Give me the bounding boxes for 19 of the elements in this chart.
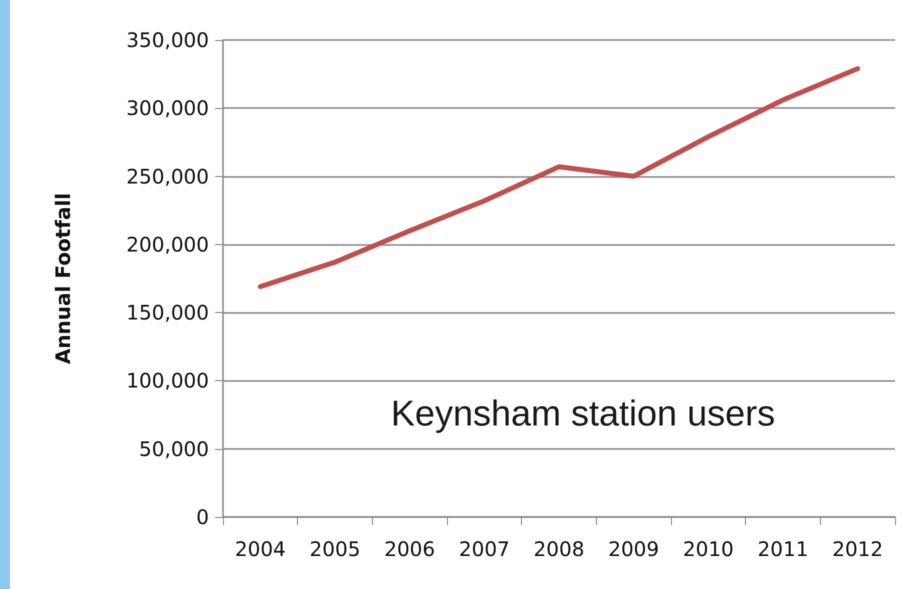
x-tick-label: 2012 — [832, 537, 884, 561]
x-tick-label: 2006 — [384, 537, 436, 561]
x-tick-label: 2009 — [608, 537, 660, 561]
y-tick-label: 300,000 — [126, 96, 209, 120]
y-tick-label: 250,000 — [126, 164, 209, 188]
x-tick-label: 2007 — [458, 537, 510, 561]
x-tick-label: 2004 — [234, 537, 286, 561]
y-tick-label: 350,000 — [126, 28, 209, 52]
y-tick-label: 50,000 — [139, 436, 209, 461]
x-tick-label: 2005 — [310, 537, 360, 561]
x-tick-label: 2011 — [758, 537, 808, 561]
x-tick-label: 2008 — [534, 537, 584, 561]
y-tick-label: 150,000 — [126, 300, 209, 325]
y-tick-label: 100,000 — [126, 368, 209, 393]
y-tick-label: 0 — [196, 505, 209, 529]
text: Keynsham station users — [390, 392, 776, 434]
y-axis-title: Annual Footfall — [51, 192, 75, 364]
y-tick-label: 200,000 — [126, 232, 209, 256]
x-tick-label: 2010 — [682, 537, 734, 561]
